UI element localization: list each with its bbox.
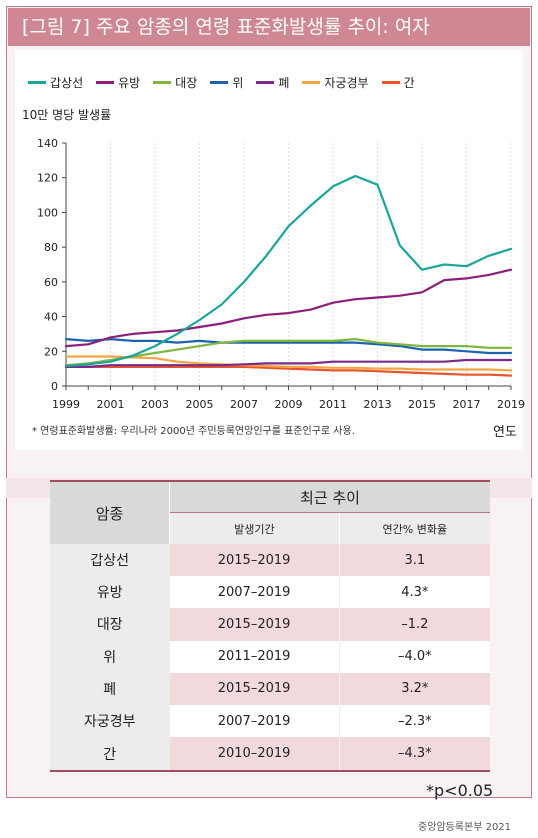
y-tick-label: 140 xyxy=(37,137,58,150)
change-cell: –4.0* xyxy=(339,640,490,673)
legend-label: 위 xyxy=(232,76,244,90)
table-row: 위 2011–2019 –4.0* xyxy=(50,640,490,673)
table-row: 유방 2007–2019 4.3* xyxy=(50,576,490,609)
table-row: 자궁경부 2007–2019 –2.3* xyxy=(50,704,490,738)
series-line xyxy=(64,268,513,348)
period-cell: 2015–2019 xyxy=(169,672,340,705)
legend-swatch xyxy=(256,81,275,84)
y-tick-label: 120 xyxy=(37,172,58,185)
change-cell: 4.3* xyxy=(339,576,490,609)
period-cell: 2011–2019 xyxy=(169,640,340,673)
x-tick-label: 2003 xyxy=(141,398,169,411)
legend-item: 간 xyxy=(381,74,415,91)
series-line xyxy=(64,338,513,355)
series-line xyxy=(64,358,513,368)
legend-swatch xyxy=(28,81,46,84)
change-cell: –4.3* xyxy=(339,737,490,772)
chart-footnote: * 연령표준화발생률: 우리나라 2000년 주민등록연앙인구를 표준인구로 사… xyxy=(32,426,355,437)
x-tick-label: 2019 xyxy=(497,398,525,411)
cancer-name: 갑상선 xyxy=(50,544,170,577)
y-tick-label: 60 xyxy=(44,276,58,289)
y-axis-label: 10만 명당 발생률 xyxy=(22,108,112,122)
cancer-name: 자궁경부 xyxy=(50,704,170,738)
trend-table: 암종 최근 추이 발생기간 연간% 변화율 갑상선 2015–2019 3.1 … xyxy=(50,480,490,772)
table-row: 폐 2015–2019 3.2* xyxy=(50,672,490,705)
period-cell: 2015–2019 xyxy=(169,608,340,641)
x-tick-label: 2015 xyxy=(408,398,436,411)
x-tick-label: 2001 xyxy=(97,398,125,411)
y-tick-label: 100 xyxy=(37,206,58,219)
source-credit: 중앙암등록본부 2021 xyxy=(418,822,512,833)
y-tick-label: 80 xyxy=(44,241,58,254)
y-tick-label: 0 xyxy=(51,380,58,393)
x-axis-label: 연도 xyxy=(493,425,517,440)
legend-swatch xyxy=(381,81,400,84)
legend-swatch xyxy=(96,81,115,84)
x-tick-label: 2011 xyxy=(319,398,347,411)
legend-label: 유방 xyxy=(118,76,141,90)
cancer-name: 유방 xyxy=(50,576,170,609)
period-cell: 2010–2019 xyxy=(169,737,340,772)
legend-swatch xyxy=(210,81,229,84)
x-tick-label: 2017 xyxy=(453,398,481,411)
col-header-cancer: 암종 xyxy=(50,480,170,544)
legend-swatch xyxy=(153,81,172,84)
change-cell: –2.3* xyxy=(339,704,490,738)
chart-legend: 갑상선 유방 대장 위 폐 자궁경부 간 xyxy=(28,74,428,91)
series-line xyxy=(64,338,513,367)
x-tick-label: 2005 xyxy=(186,398,214,411)
cancer-name: 대장 xyxy=(50,608,170,641)
chart-area xyxy=(15,50,523,450)
table-row: 간 2010–2019 –4.3* xyxy=(50,737,490,772)
change-cell: 3.1 xyxy=(339,544,490,577)
cancer-name: 위 xyxy=(50,640,170,673)
legend-label: 간 xyxy=(403,76,415,90)
col-header-trend: 최근 추이 xyxy=(169,480,490,513)
cancer-name: 폐 xyxy=(50,672,170,705)
x-tick-label: 2007 xyxy=(230,398,258,411)
legend-item: 대장 xyxy=(153,74,197,91)
figure-title: [그림 7] 주요 암종의 연령 표준화발생률 추이: 여자 xyxy=(8,8,530,46)
period-cell: 2007–2019 xyxy=(169,576,340,609)
series-line xyxy=(64,355,513,372)
col-header-change: 연간% 변화율 xyxy=(339,512,490,544)
change-cell: 3.2* xyxy=(339,672,490,705)
y-tick-label: 40 xyxy=(44,311,58,324)
change-cell: –1.2 xyxy=(339,608,490,641)
legend-label: 자궁경부 xyxy=(324,76,369,90)
y-tick-label: 20 xyxy=(44,345,58,358)
col-header-period: 발생기간 xyxy=(169,512,340,544)
legend-swatch xyxy=(302,81,321,84)
legend-label: 갑상선 xyxy=(50,76,84,90)
legend-label: 대장 xyxy=(175,76,198,90)
legend-label: 폐 xyxy=(278,76,290,90)
table-row: 갑상선 2015–2019 3.1 xyxy=(50,544,490,577)
legend-item: 유방 xyxy=(96,74,140,91)
period-cell: 2007–2019 xyxy=(169,704,340,738)
legend-item: 갑상선 xyxy=(28,74,83,91)
series-line xyxy=(64,365,513,377)
table-row: 대장 2015–2019 –1.2 xyxy=(50,608,490,641)
x-tick-label: 2009 xyxy=(275,398,303,411)
cancer-name: 간 xyxy=(50,737,170,772)
series-line xyxy=(64,174,513,368)
legend-item: 위 xyxy=(210,74,243,91)
period-cell: 2015–2019 xyxy=(169,544,340,577)
significance-note: *p<0.05 xyxy=(426,781,494,800)
x-tick-label: 2013 xyxy=(364,398,392,411)
legend-item: 자궁경부 xyxy=(302,74,369,91)
x-tick-label: 1999 xyxy=(52,398,80,411)
legend-item: 폐 xyxy=(256,74,289,91)
